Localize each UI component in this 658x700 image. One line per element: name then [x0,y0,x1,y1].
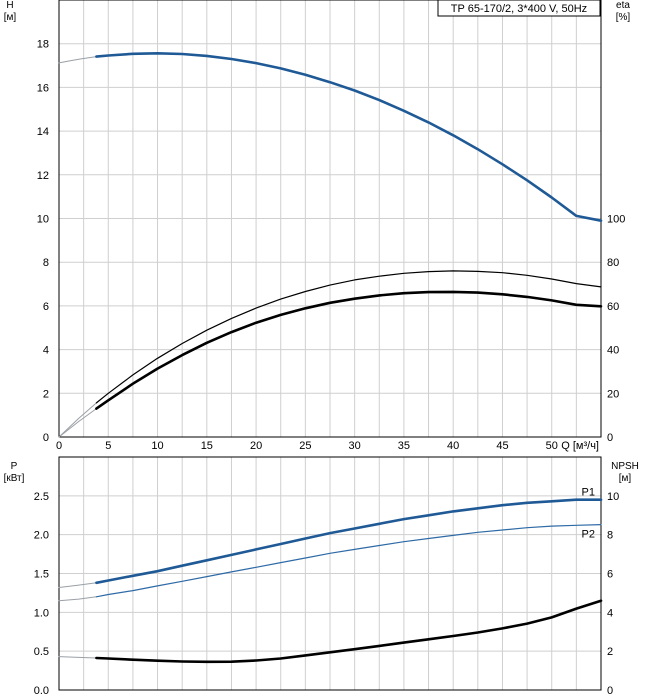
bottom-y2-tick-label: 4 [607,607,613,619]
bottom-y2-tick-label: 0 [607,685,613,697]
eta-curve [95,270,602,404]
x-tick-label: 35 [398,440,410,452]
eta_hydraulic-extrapolation-line [58,408,97,438]
chart-title: TP 65-170/2, 3*400 V, 50Hz [451,3,587,15]
x-tick-label: 30 [349,440,361,452]
y-tick-label: 8 [43,257,49,269]
x-tick-label: 50 [546,440,558,452]
y-tick-label: 6 [43,301,49,313]
y2-tick-label: 100 [607,214,625,226]
head-extrapolation-line [58,56,97,64]
head-curve [95,51,603,222]
y-tick-label: 10 [37,214,49,226]
eta_hydraulic-curve [95,290,603,410]
bottom-panel-frame [58,456,602,691]
npsh-curve [95,599,603,664]
y-tick-label: 4 [43,345,49,357]
bottom-y2-tick-label: 8 [607,530,613,542]
y2-axis-title: eta [616,0,630,11]
x-tick-label: 15 [201,440,213,452]
x-tick-label: 20 [250,440,262,452]
x-axis-label: Q [м³/ч] [561,440,599,452]
y2-tick-label: 40 [607,345,619,357]
x-tick-label: 0 [56,440,62,452]
bottom-y-tick-label: 1.5 [34,569,49,581]
p1-curve [95,498,603,585]
eta-extrapolation-line [58,402,97,438]
chart-title-box [437,0,601,17]
bottom-y-axis-title: [кВт] [4,473,25,484]
y-tick-label: 0 [43,432,49,444]
bottom-y-tick-label: 0.5 [34,646,49,658]
x-tick-label: 5 [105,440,111,452]
bottom-panel-grid [58,456,602,691]
curves-layer [58,51,603,664]
y-tick-label: 16 [37,82,49,94]
bottom-y2-axis-title: [м] [619,473,632,484]
y2-tick-label: 0 [607,432,613,444]
y-tick-label: 2 [43,388,49,400]
p2-extrapolation-line [58,596,97,602]
y-axis-title: [м] [4,12,17,23]
y-tick-label: 12 [37,170,49,182]
p2-series-label: P2 [582,529,595,541]
bottom-y-tick-label: 2.5 [34,491,49,503]
bottom-y2-tick-label: 2 [607,646,613,658]
top-panel-frame [58,0,602,438]
y-tick-label: 14 [37,126,49,138]
x-tick-label: 45 [496,440,508,452]
bottom-y2-axis-title: NPSH [611,461,639,472]
bottom-y-tick-label: 0.0 [34,685,49,697]
y-axis-title: H [6,0,13,11]
y-tick-label: 18 [37,39,49,51]
bottom-y-tick-label: 1.0 [34,607,49,619]
p2-curve [95,523,602,598]
bottom-y-axis-title: P [11,461,18,472]
p1-series-label: P1 [582,487,595,499]
x-tick-label: 10 [151,440,163,452]
y2-tick-label: 60 [607,301,619,313]
top-panel-grid [58,0,602,438]
y2-axis-title: [%] [616,12,631,23]
x-tick-label: 25 [299,440,311,452]
bottom-y2-tick-label: 10 [607,491,619,503]
x-tick-label: 40 [447,440,459,452]
bottom-y2-tick-label: 6 [607,569,613,581]
y2-tick-label: 20 [607,388,619,400]
npsh-extrapolation-line [58,656,97,659]
p1-extrapolation-line [58,582,97,588]
bottom-y-tick-label: 2.0 [34,530,49,542]
y2-tick-label: 80 [607,257,619,269]
